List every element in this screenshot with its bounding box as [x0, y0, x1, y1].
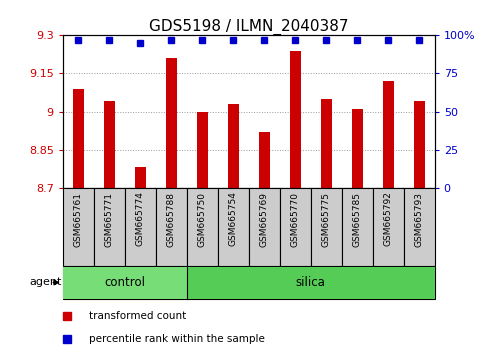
Bar: [104, 101, 114, 188]
Text: GSM665793: GSM665793: [415, 192, 424, 246]
Bar: [218, 188, 249, 266]
Bar: [280, 188, 311, 266]
Text: GSM665761: GSM665761: [74, 192, 83, 246]
Bar: [373, 188, 404, 266]
Bar: [414, 101, 425, 188]
Bar: [352, 109, 363, 188]
Text: GSM665769: GSM665769: [260, 192, 269, 246]
Bar: [187, 267, 435, 299]
Text: transformed count: transformed count: [89, 311, 186, 321]
Bar: [73, 88, 84, 188]
Title: GDS5198 / ILMN_2040387: GDS5198 / ILMN_2040387: [149, 19, 349, 35]
Text: control: control: [104, 276, 145, 289]
Bar: [63, 188, 94, 266]
Bar: [156, 188, 187, 266]
Text: GSM665775: GSM665775: [322, 192, 331, 246]
Bar: [63, 267, 187, 299]
Text: GSM665792: GSM665792: [384, 192, 393, 246]
Text: silica: silica: [296, 276, 326, 289]
Bar: [135, 167, 146, 188]
Bar: [290, 51, 300, 188]
Text: agent: agent: [30, 278, 62, 287]
Text: GSM665785: GSM665785: [353, 192, 362, 246]
Bar: [94, 188, 125, 266]
Text: GSM665770: GSM665770: [291, 192, 300, 246]
Bar: [228, 104, 239, 188]
Bar: [125, 188, 156, 266]
Text: GSM665774: GSM665774: [136, 192, 145, 246]
Bar: [404, 188, 435, 266]
Bar: [383, 81, 394, 188]
Bar: [166, 58, 177, 188]
Text: GSM665788: GSM665788: [167, 192, 176, 246]
Bar: [342, 188, 373, 266]
Text: percentile rank within the sample: percentile rank within the sample: [89, 334, 265, 344]
Bar: [321, 99, 332, 188]
Bar: [187, 188, 218, 266]
Bar: [197, 112, 208, 188]
Bar: [249, 188, 280, 266]
Bar: [259, 132, 270, 188]
Text: GSM665754: GSM665754: [229, 192, 238, 246]
Text: GSM665771: GSM665771: [105, 192, 114, 246]
Bar: [311, 188, 342, 266]
Text: GSM665750: GSM665750: [198, 192, 207, 246]
